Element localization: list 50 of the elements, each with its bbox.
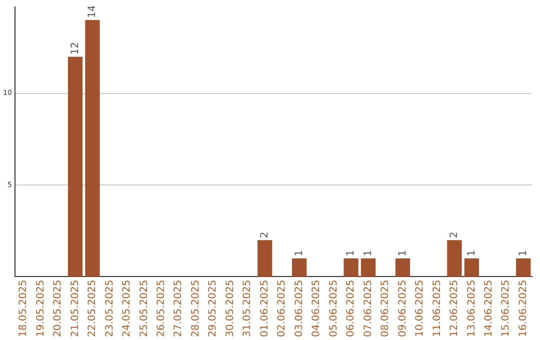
x-tick-label: 27.05.2025 (173, 280, 184, 338)
x-tick-label: 14.06.2025 (484, 280, 495, 338)
x-tick-label: 01.06.2025 (259, 280, 270, 338)
x-tick-label: 21.05.2025 (70, 280, 81, 338)
bar (85, 20, 100, 277)
x-tick-label: 07.06.2025 (362, 280, 374, 338)
x-tick-label: 30.05.2025 (224, 280, 236, 338)
x-tick-label: 23.05.2025 (104, 280, 116, 338)
bar (447, 240, 462, 277)
x-tick-label: 03.06.2025 (294, 280, 305, 338)
bar (68, 56, 83, 277)
bar (395, 258, 410, 277)
data-label: 1 (518, 250, 529, 256)
data-label: 14 (87, 5, 98, 18)
bar (360, 258, 376, 277)
x-tick-label: 26.05.2025 (156, 280, 168, 338)
data-label: 1 (294, 250, 305, 256)
bar (464, 258, 479, 277)
data-label: 12 (70, 42, 81, 55)
bar (258, 240, 272, 277)
x-tick-label: 31.05.2025 (242, 280, 254, 338)
data-label: 2 (449, 232, 460, 238)
data-label: 1 (362, 250, 374, 256)
x-tick-label: 19.05.2025 (35, 280, 46, 338)
x-tick-label: 24.05.2025 (122, 280, 133, 338)
data-label: 2 (259, 232, 270, 238)
bar (516, 258, 531, 277)
x-tick-label: 04.06.2025 (311, 280, 322, 338)
x-tick-label: 22.05.2025 (87, 280, 98, 338)
x-tick-label: 20.05.2025 (52, 280, 64, 338)
data-label: 1 (397, 250, 408, 256)
bar (292, 258, 307, 277)
bar (344, 258, 358, 277)
data-label: 1 (346, 250, 357, 256)
data-label: 1 (466, 250, 478, 256)
x-tick-label: 16.06.2025 (518, 280, 529, 338)
x-tick-label: 05.06.2025 (328, 280, 340, 338)
x-tick-label: 12.06.2025 (449, 280, 460, 338)
x-tick-label: 28.05.2025 (190, 280, 202, 338)
x-tick-label: 08.06.2025 (380, 280, 392, 338)
x-tick-label: 02.06.2025 (276, 280, 288, 338)
x-tick-label: 15.06.2025 (500, 280, 512, 338)
x-tick-label: 06.06.2025 (346, 280, 357, 338)
x-tick-label: 10.06.2025 (414, 280, 426, 338)
x-tick-label: 11.06.2025 (432, 280, 443, 338)
x-tick-label: 18.05.2025 (18, 280, 30, 338)
x-tick-label: 09.06.2025 (397, 280, 408, 338)
x-tick-label: 29.05.2025 (208, 280, 219, 338)
x-tick-label: 25.05.2025 (138, 280, 150, 338)
x-tick-label: 13.06.2025 (466, 280, 478, 338)
